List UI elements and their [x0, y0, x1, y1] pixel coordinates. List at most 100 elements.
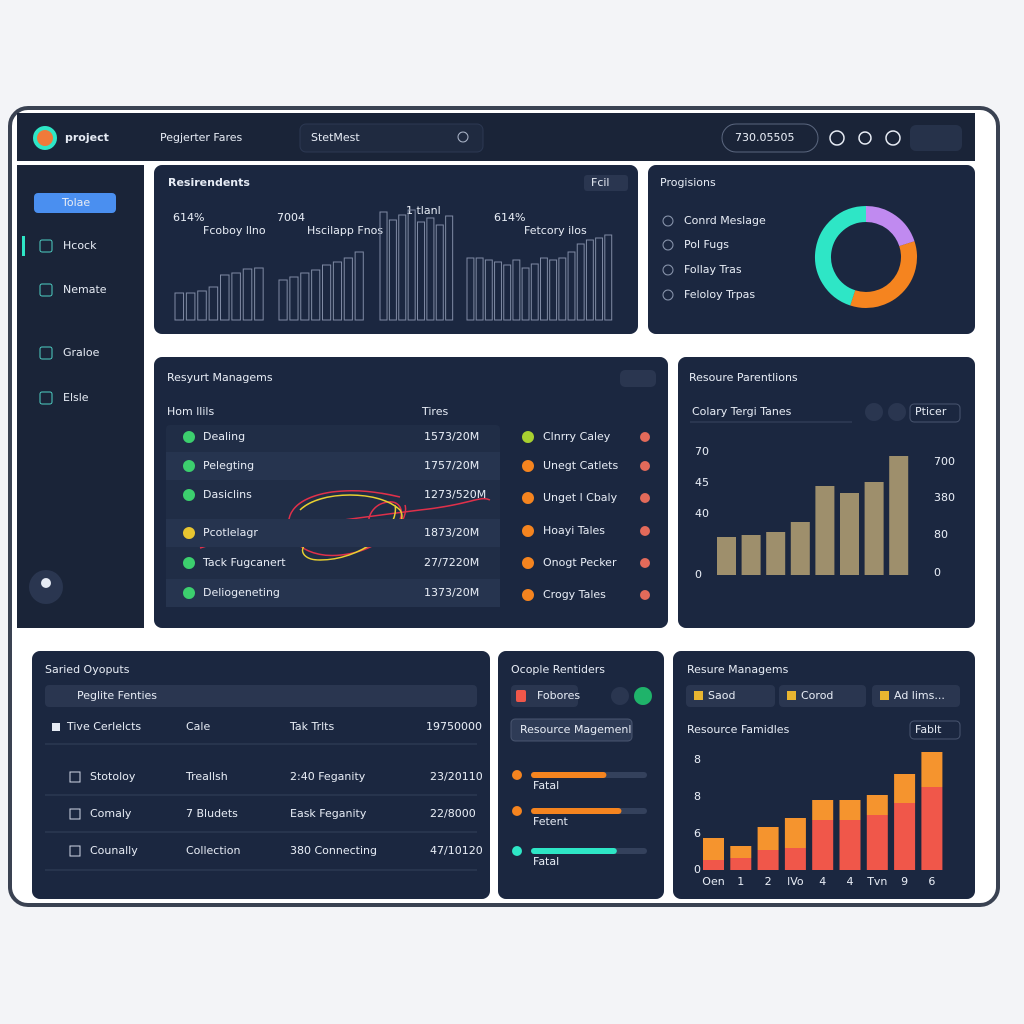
- button[interactable]: [511, 685, 578, 707]
- filter-icon: [880, 691, 889, 700]
- bar: [354, 251, 364, 321]
- search-box[interactable]: [299, 123, 484, 153]
- filter-icon: [787, 691, 796, 700]
- bar: [595, 237, 604, 321]
- panel-title: Resirendents: [168, 176, 250, 189]
- filter-dropdown[interactable]: [872, 685, 960, 707]
- bar: [585, 239, 594, 321]
- nav-item[interactable]: Graloe: [63, 346, 100, 359]
- stacked-bar: [894, 803, 916, 870]
- stacked-bar: [703, 860, 724, 870]
- list-icon: [522, 492, 534, 504]
- row-name: Dealing: [203, 430, 245, 443]
- nav-item[interactable]: Hcock: [63, 239, 97, 252]
- button-label[interactable]: Resource Magemenl: [520, 723, 631, 736]
- x-tick-label: 4: [847, 875, 854, 888]
- cell: 47/10120: [430, 844, 483, 857]
- stacked-bar: [730, 846, 752, 858]
- cell: Collection: [186, 844, 240, 857]
- settings-icon[interactable]: [885, 130, 901, 146]
- dropdown[interactable]: [909, 720, 961, 740]
- header-bar: [17, 113, 975, 161]
- nav-icon: [39, 283, 53, 297]
- filter-icon: [694, 691, 703, 700]
- nav-item[interactable]: Elsle: [63, 391, 89, 404]
- user-icon[interactable]: [858, 131, 872, 145]
- filter-label[interactable]: Saod: [708, 689, 735, 702]
- cell: Treallsh: [185, 770, 228, 783]
- bar: [185, 292, 196, 321]
- bar: [741, 535, 761, 575]
- filter-label[interactable]: Corod: [801, 689, 833, 702]
- logo-text: project: [65, 131, 109, 144]
- y-tick-label: 70: [695, 445, 709, 458]
- list-action[interactable]: [640, 526, 650, 536]
- search-button[interactable]: [620, 370, 656, 387]
- bar: [208, 286, 219, 321]
- legend-label: Follay Tras: [684, 263, 742, 276]
- x-tick-label: 9: [901, 875, 908, 888]
- icon-button[interactable]: [888, 403, 906, 421]
- nav-item[interactable]: Tolae: [61, 196, 90, 209]
- x-tick-label: 4: [819, 875, 826, 888]
- icon-button[interactable]: [634, 687, 652, 705]
- stacked-bar: [784, 818, 806, 848]
- stat-label: Fcoboy llno: [203, 224, 266, 237]
- bar: [840, 493, 859, 575]
- list-action[interactable]: [640, 558, 650, 568]
- panel-title: Resyurt Managems: [167, 371, 273, 384]
- y-tick-label: 0: [934, 566, 941, 579]
- bar: [475, 257, 484, 321]
- tools-box[interactable]: [910, 125, 962, 151]
- row-bg: [166, 452, 500, 480]
- nav-icon: [39, 346, 53, 360]
- button-label[interactable]: Fobores: [537, 689, 580, 702]
- bar: [466, 257, 475, 321]
- filter-dropdown[interactable]: [686, 685, 775, 707]
- y-tick-label: 6: [694, 827, 701, 840]
- active-nav[interactable]: [34, 193, 116, 213]
- y-tick-label: 0: [695, 568, 702, 581]
- filter-label[interactable]: Ad lims...: [894, 689, 945, 702]
- bar: [766, 532, 786, 575]
- stat-value: 614%: [173, 211, 204, 224]
- bar: [889, 456, 909, 575]
- cell: Counally: [90, 844, 138, 857]
- bar: [494, 261, 502, 321]
- bar: [417, 221, 426, 321]
- list-item: Onogt Pecker: [543, 556, 617, 569]
- row-time: 1273/520M: [424, 488, 486, 501]
- row-bg: [166, 579, 500, 607]
- y-tick-label: 40: [695, 507, 709, 520]
- bar: [484, 259, 493, 321]
- list-action[interactable]: [640, 461, 650, 471]
- stacked-bar: [839, 820, 861, 870]
- nav-item[interactable]: Nemate: [63, 283, 107, 296]
- amount-pill[interactable]: [721, 123, 819, 153]
- list-item: Unegt Catlets: [543, 459, 618, 472]
- dropdown[interactable]: [909, 403, 961, 423]
- search-bar[interactable]: [45, 685, 477, 707]
- button[interactable]: [510, 718, 633, 742]
- stacked-bar: [894, 774, 916, 803]
- panel-title: Ocople Rentiders: [511, 663, 605, 676]
- stacked-bar: [839, 800, 861, 820]
- stat-value: 614%: [494, 211, 525, 224]
- row-time: 1873/20M: [424, 526, 479, 539]
- filter-dropdown[interactable]: [779, 685, 866, 707]
- dropdown[interactable]: [584, 175, 628, 191]
- icon-button[interactable]: [865, 403, 883, 421]
- bar: [426, 217, 435, 321]
- list-icon: [522, 460, 534, 472]
- bar: [445, 215, 454, 321]
- stacked-bar: [866, 815, 888, 870]
- progress-bar: [531, 848, 617, 854]
- list-action[interactable]: [640, 432, 650, 442]
- list-action[interactable]: [640, 590, 650, 600]
- icon-button[interactable]: [611, 687, 629, 705]
- chat-icon[interactable]: [829, 130, 845, 146]
- bar: [558, 257, 567, 321]
- list-action[interactable]: [640, 493, 650, 503]
- stacked-bar: [812, 820, 834, 870]
- bar: [815, 486, 835, 575]
